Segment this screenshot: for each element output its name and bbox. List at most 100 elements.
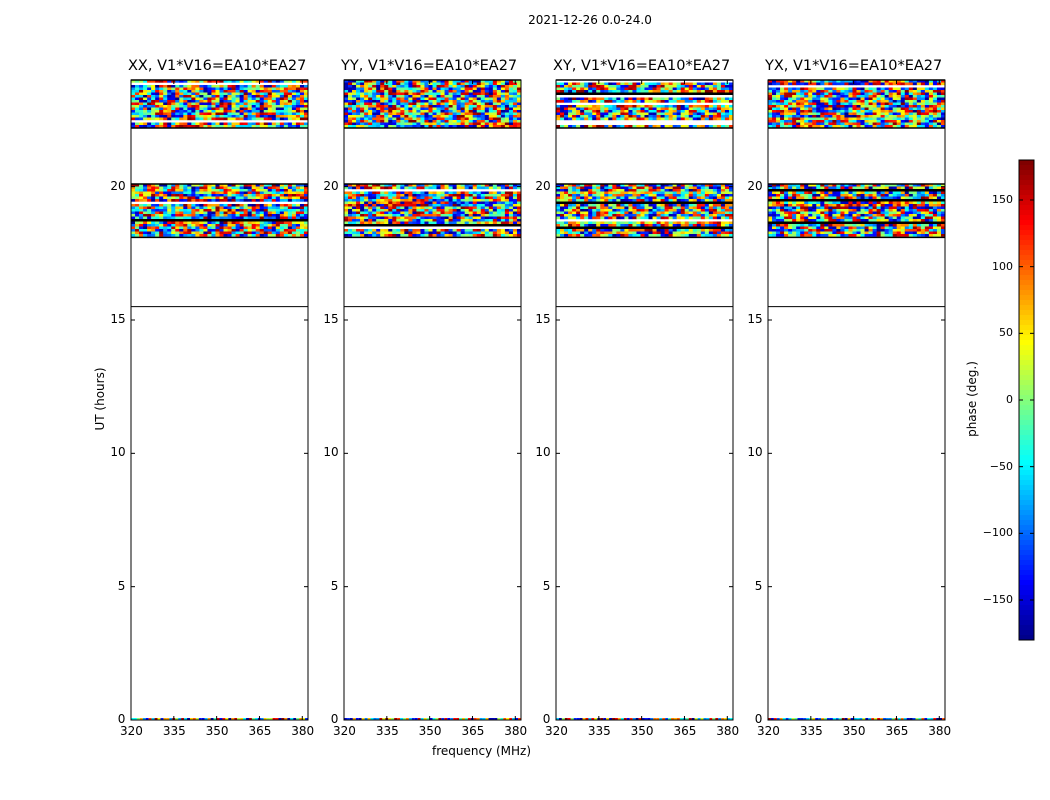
data-cell	[239, 122, 244, 126]
data-cell	[476, 191, 482, 195]
data-cell	[940, 87, 946, 91]
data-cell	[372, 219, 377, 222]
data-cell	[143, 110, 148, 113]
data-cell	[255, 125, 261, 128]
data-cell	[448, 204, 453, 207]
data-cell	[287, 110, 293, 113]
data-cell	[700, 209, 706, 212]
data-cell	[275, 85, 281, 88]
data-cell	[612, 196, 617, 200]
data-cell	[692, 189, 698, 192]
data-cell	[175, 194, 180, 197]
data-cell	[412, 194, 417, 197]
data-cell	[139, 95, 144, 98]
data-cell	[712, 231, 718, 235]
data-cell	[416, 194, 421, 197]
data-cell	[580, 112, 585, 116]
data-cell	[844, 90, 849, 93]
data-cell	[692, 90, 698, 93]
data-cell	[287, 112, 293, 116]
data-cell	[416, 90, 421, 93]
data-cell	[432, 107, 437, 111]
data-cell	[584, 186, 589, 190]
data-cell	[344, 216, 349, 220]
data-cell	[384, 120, 389, 123]
data-cell	[352, 125, 357, 128]
data-cell	[143, 112, 148, 116]
data-cell	[472, 201, 478, 205]
data-cell	[716, 87, 722, 91]
data-cell	[360, 80, 365, 83]
data-cell	[516, 234, 522, 237]
data-cell	[516, 206, 522, 210]
data-cell	[151, 85, 156, 88]
bottom-row-cell	[210, 718, 214, 720]
data-cell	[352, 229, 357, 232]
data-cell	[364, 95, 369, 98]
data-cell	[239, 105, 244, 108]
data-cell	[500, 92, 506, 96]
data-cell	[628, 82, 633, 86]
data-cell	[368, 214, 373, 217]
data-cell	[444, 234, 449, 237]
data-cell	[392, 105, 397, 108]
data-cell	[283, 191, 289, 195]
data-cell	[380, 80, 385, 83]
data-cell	[476, 194, 482, 197]
data-cell	[151, 110, 156, 113]
data-cell	[155, 122, 160, 126]
data-cell	[211, 107, 216, 111]
data-cell	[372, 80, 377, 83]
data-cell	[448, 90, 453, 93]
data-cell	[131, 87, 136, 91]
data-cell	[512, 219, 518, 222]
data-cell	[203, 234, 208, 237]
data-cell	[372, 204, 377, 207]
data-cell	[644, 204, 649, 207]
data-cell	[672, 216, 677, 220]
data-cell	[404, 80, 409, 83]
data-cell	[708, 221, 714, 225]
data-cell	[227, 189, 232, 192]
data-cell	[452, 196, 457, 200]
data-cell	[716, 211, 722, 215]
data-cell	[368, 209, 373, 212]
data-cell	[287, 115, 293, 118]
data-cell	[728, 209, 734, 212]
data-cell	[576, 112, 581, 116]
data-cell	[608, 112, 613, 116]
data-cell	[592, 211, 597, 215]
data-cell	[600, 117, 605, 121]
data-cell	[356, 201, 361, 205]
data-cell	[348, 82, 353, 86]
data-cell	[404, 196, 409, 200]
data-cell	[476, 186, 482, 190]
data-cell	[251, 226, 257, 230]
data-cell	[724, 231, 730, 235]
data-cell	[175, 100, 180, 103]
data-cell	[724, 97, 730, 101]
data-cell	[364, 186, 369, 190]
data-cell	[271, 80, 277, 83]
bottom-row-cell	[213, 718, 217, 720]
data-cell	[716, 224, 722, 227]
data-cell	[303, 105, 309, 108]
data-cell	[199, 100, 204, 103]
data-cell	[283, 115, 289, 118]
data-cell	[428, 110, 433, 113]
data-cell	[584, 90, 589, 93]
data-cell	[484, 87, 490, 91]
data-cell	[163, 234, 168, 237]
data-cell	[392, 85, 397, 88]
data-cell	[508, 216, 514, 220]
data-cell	[416, 80, 421, 83]
data-cell	[608, 125, 613, 128]
data-cell	[424, 199, 429, 202]
data-cell	[460, 120, 465, 123]
data-cell	[179, 199, 184, 202]
data-cell	[660, 107, 665, 111]
data-cell	[716, 107, 722, 111]
data-cell	[584, 107, 589, 111]
data-cell	[364, 191, 369, 195]
data-cell	[344, 199, 349, 202]
